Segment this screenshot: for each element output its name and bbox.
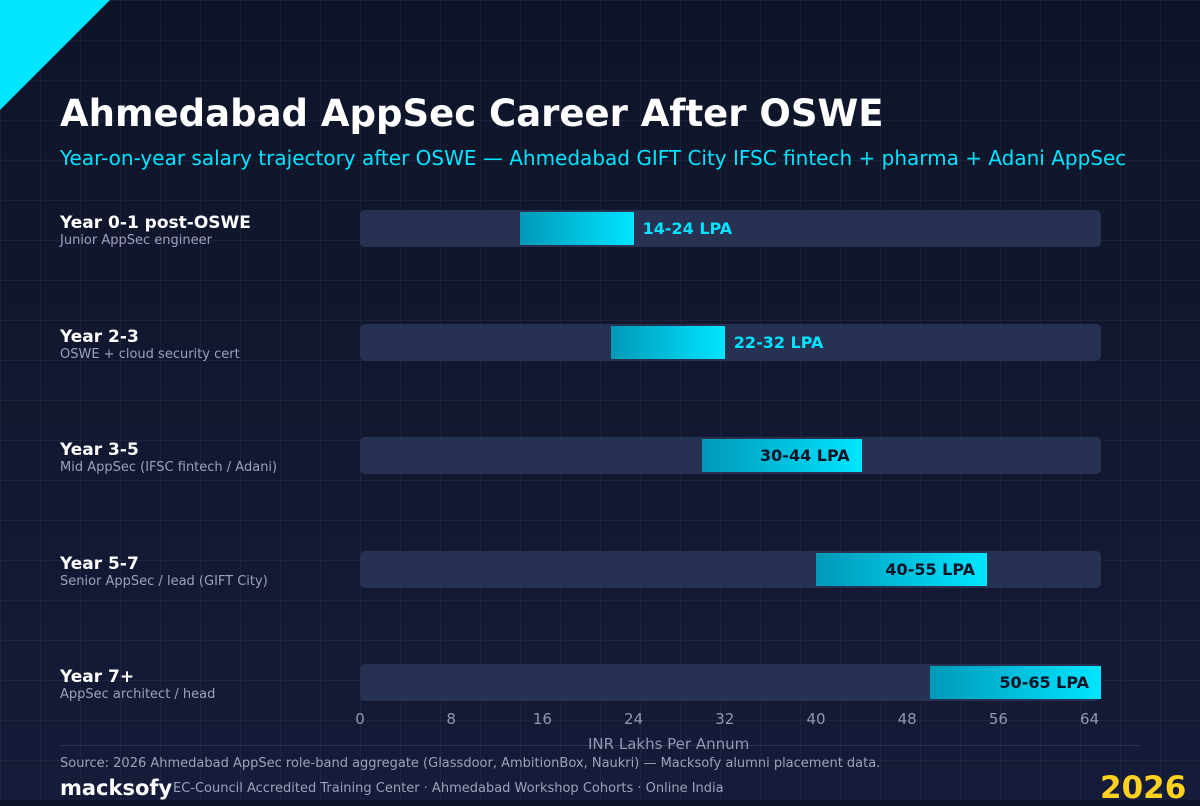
footer-divider [60, 745, 1140, 746]
x-tick-label: 24 [624, 710, 644, 728]
bar-track [360, 210, 1101, 247]
x-tick-label: 56 [988, 710, 1008, 728]
x-tick-label: 0 [355, 710, 365, 728]
bar-value-label: 14-24 LPA [642, 219, 733, 238]
range-bar [702, 439, 862, 472]
bar-value-label: 22-32 LPA [733, 333, 824, 352]
bar-track [360, 324, 1101, 361]
row-label: Year 5-7 [60, 554, 139, 574]
range-bar [610, 326, 725, 359]
row-description: Junior AppSec engineer [60, 233, 212, 248]
bar-value-label: 40-55 LPA [885, 560, 975, 579]
year-badge: 2026 [1100, 770, 1187, 806]
bar-value-label: 50-65 LPA [999, 673, 1089, 692]
x-axis-label: INR Lakhs Per Annum [588, 735, 750, 753]
x-tick-label: 64 [1080, 710, 1100, 728]
row-label: Year 3-5 [60, 440, 139, 460]
brand-tagline: EC-Council Accredited Training Center · … [173, 781, 724, 796]
source-note: Source: 2026 Ahmedabad AppSec role-band … [60, 756, 881, 771]
range-bar [816, 553, 987, 586]
row-description: OSWE + cloud security cert [60, 347, 240, 362]
range-bar [930, 666, 1101, 699]
row-label: Year 7+ [60, 667, 135, 687]
brand-logo-text: macksofy [60, 776, 173, 800]
x-tick-label: 48 [897, 710, 917, 728]
range-bar [519, 212, 634, 245]
x-tick-label: 40 [806, 710, 826, 728]
bar-value-label: 30-44 LPA [760, 446, 850, 465]
row-label: Year 2-3 [60, 327, 139, 347]
bar-track [360, 551, 1101, 588]
x-tick-label: 8 [446, 710, 456, 728]
row-label: Year 0-1 post-OSWE [60, 213, 251, 233]
chart-subtitle: Year-on-year salary trajectory after OSW… [60, 146, 1127, 170]
row-description: Senior AppSec / lead (GIFT City) [60, 574, 268, 589]
chart-title: Ahmedabad AppSec Career After OSWE [60, 92, 884, 135]
row-description: AppSec architect / head [60, 687, 216, 702]
x-tick-label: 16 [532, 710, 552, 728]
x-tick-label: 32 [715, 710, 735, 728]
row-description: Mid AppSec (IFSC fintech / Adani) [60, 460, 278, 475]
